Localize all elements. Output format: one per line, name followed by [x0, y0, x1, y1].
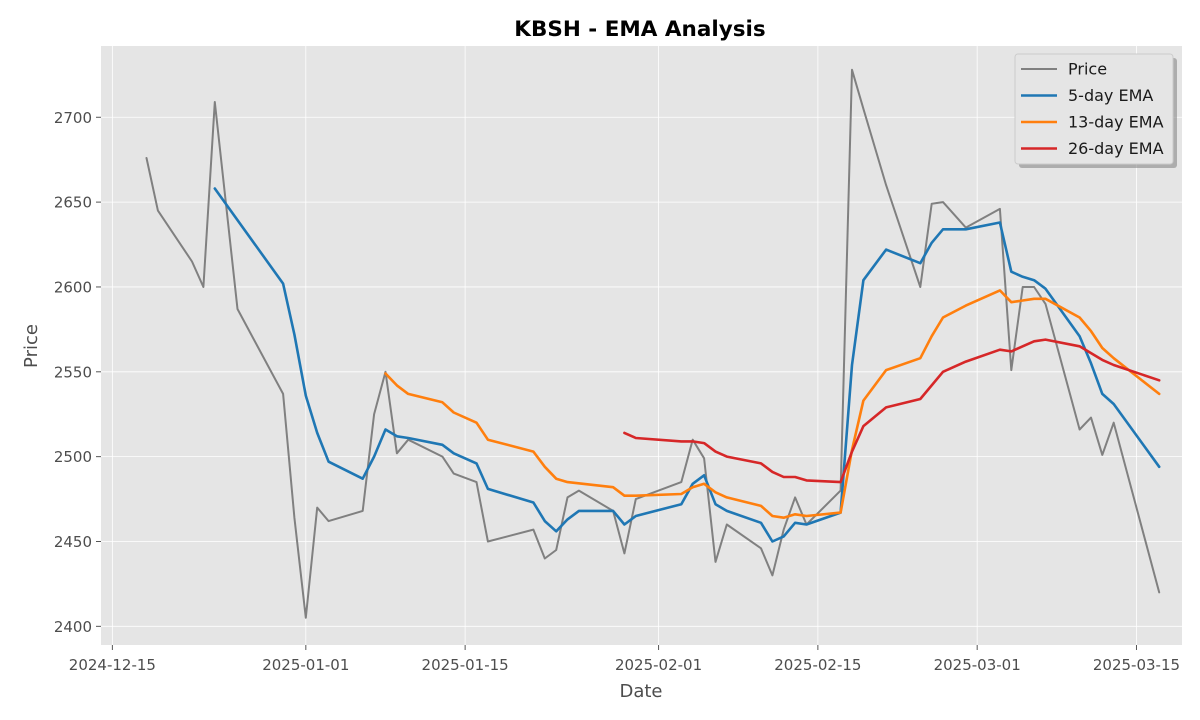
x-tick-label: 2025-01-15: [422, 656, 509, 674]
x-tick-label: 2025-02-15: [774, 656, 861, 674]
legend-label-price: Price: [1068, 60, 1107, 79]
x-axis-label: Date: [619, 681, 662, 702]
legend: Price 5-day EMA 13-day EMA 26-day EMA: [1014, 53, 1177, 168]
legend-label-26-day-ema: 26-day EMA: [1068, 139, 1164, 158]
y-tick-label: 2700: [54, 109, 92, 127]
x-tick-label: 2025-01-01: [262, 656, 349, 674]
x-tick-label: 2025-02-01: [615, 656, 702, 674]
y-axis-label: Price: [21, 324, 42, 368]
y-tick-label: 2500: [54, 448, 92, 466]
26-day-ema-line: [623, 338, 1161, 484]
price-line: [145, 68, 1161, 619]
legend-label-5-day-ema: 5-day EMA: [1068, 86, 1153, 105]
13-day-ema-line: [384, 289, 1161, 519]
legend-entries: Price 5-day EMA 13-day EMA 26-day EMA: [1021, 60, 1164, 158]
legend-box: [1014, 53, 1174, 165]
x-tick-label: 2024-12-15: [69, 656, 156, 674]
5-day-ema-line: [213, 187, 1161, 543]
y-tick-label: 2600: [54, 278, 92, 296]
y-tick-label: 2400: [54, 618, 92, 636]
grid: [101, 46, 1182, 645]
y-axis-ticks: 2400 2450 2500 2550 2600 2650 2700: [54, 109, 101, 636]
y-tick-label: 2550: [54, 363, 92, 381]
plot-area: [101, 46, 1182, 645]
x-tick-label: 2025-03-01: [934, 656, 1021, 674]
legend-label-13-day-ema: 13-day EMA: [1068, 113, 1164, 132]
x-axis-ticks: 2024-12-15 2025-01-01 2025-01-15 2025-02-01…: [69, 645, 1180, 674]
series-lines: [145, 68, 1161, 619]
y-tick-label: 2450: [54, 533, 92, 551]
x-tick-label: 2025-03-15: [1093, 656, 1180, 674]
y-tick-label: 2650: [54, 194, 92, 212]
chart-title: KBSH - EMA Analysis: [514, 17, 765, 42]
